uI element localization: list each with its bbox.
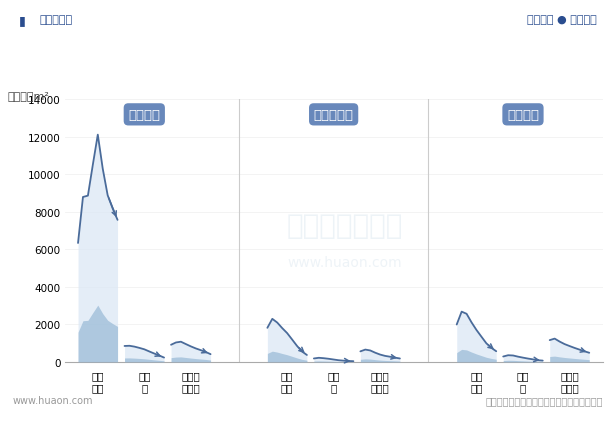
Text: www.huaon.com: www.huaon.com (287, 256, 402, 270)
Text: 新开工面积: 新开工面积 (314, 109, 354, 121)
Text: 竣工面积: 竣工面积 (507, 109, 539, 121)
Text: 施工面积: 施工面积 (129, 109, 161, 121)
Text: 华经产业研究院: 华经产业研究院 (286, 212, 403, 240)
Text: ▮: ▮ (18, 14, 25, 26)
Text: 华经情报网: 华经情报网 (40, 15, 73, 25)
Text: www.huaon.com: www.huaon.com (12, 395, 93, 406)
Text: 单位：万m²: 单位：万m² (7, 91, 49, 101)
Text: 2016-2024年1-7月天津市房地产施工面积情况: 2016-2024年1-7月天津市房地产施工面积情况 (162, 59, 453, 77)
Text: 数据来源：国家统计局、华经产业研究院整理: 数据来源：国家统计局、华经产业研究院整理 (485, 395, 603, 406)
Text: 专业严谨 ● 客观科学: 专业严谨 ● 客观科学 (527, 15, 597, 25)
